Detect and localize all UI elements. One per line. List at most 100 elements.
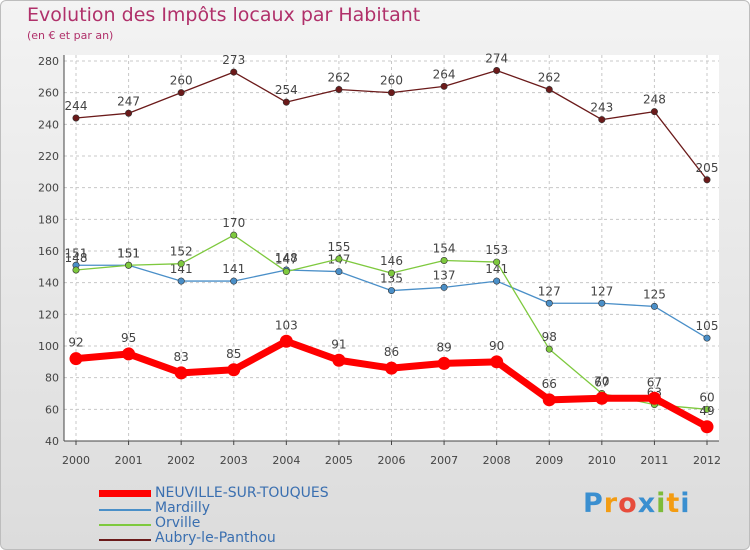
data-point (542, 393, 556, 407)
data-point (230, 277, 238, 285)
data-point (440, 256, 448, 264)
data-point (490, 355, 504, 369)
data-label: 244 (65, 99, 88, 113)
y-tick-label: 240 (38, 118, 59, 131)
data-label: 262 (327, 71, 350, 85)
data-point (703, 334, 711, 342)
brand-letter: i (680, 488, 691, 519)
x-tick-label: 2012 (693, 454, 721, 467)
x-tick-label: 2000 (62, 454, 90, 467)
data-point (493, 277, 501, 285)
data-label: 91 (331, 337, 346, 351)
legend-swatch (99, 509, 151, 511)
data-label: 154 (433, 242, 456, 256)
data-point (385, 361, 398, 375)
data-point (650, 108, 658, 116)
data-point (125, 261, 133, 269)
data-point (72, 266, 80, 274)
data-point (177, 89, 185, 97)
data-label: 260 (380, 74, 403, 88)
brand-letter: x (637, 488, 657, 519)
data-label: 103 (275, 318, 298, 332)
x-tick-label: 2009 (535, 454, 563, 467)
data-point (647, 391, 661, 405)
data-point (440, 283, 448, 291)
brand-letter: r (603, 488, 619, 519)
data-point (279, 334, 293, 348)
data-label: 70 (594, 375, 609, 389)
data-point (545, 86, 553, 94)
brand-letter: o (618, 488, 638, 519)
data-label: 247 (117, 94, 140, 108)
x-tick-label: 2002 (167, 454, 195, 467)
data-label: 152 (170, 245, 193, 259)
y-tick-label: 180 (38, 213, 59, 226)
x-tick-label: 2006 (378, 454, 406, 467)
chart-subtitle: (en € et par an) (27, 29, 114, 42)
x-tick-label: 2010 (588, 454, 616, 467)
legend-swatch (99, 490, 151, 497)
data-point (230, 68, 238, 76)
data-point (650, 302, 658, 310)
data-label: 125 (643, 287, 666, 301)
data-label: 95 (121, 331, 136, 345)
data-label: 260 (170, 74, 193, 88)
x-tick-label: 2004 (272, 454, 300, 467)
data-point (595, 391, 609, 405)
data-label: 67 (647, 375, 662, 389)
data-label: 137 (433, 268, 456, 282)
x-tick-label: 2008 (483, 454, 511, 467)
data-label: 60 (699, 390, 714, 404)
brand-letter: i (656, 488, 667, 519)
data-point (703, 176, 711, 184)
data-point (335, 86, 343, 94)
chart-title: Evolution des Impôts locaux par Habitant (27, 4, 421, 26)
y-tick-label: 40 (45, 435, 59, 448)
data-label: 135 (380, 272, 403, 286)
data-label: 105 (696, 319, 719, 333)
x-tick-label: 2005 (325, 454, 353, 467)
data-label: 151 (117, 246, 140, 260)
data-point (545, 345, 553, 353)
brand-letter: P (583, 488, 604, 519)
data-label: 127 (590, 284, 613, 298)
data-point (387, 287, 395, 295)
x-tick-label: 2011 (640, 454, 668, 467)
legend-label: Aubry-le-Panthou (155, 530, 276, 546)
data-label: 49 (699, 404, 714, 418)
legend-swatch (99, 539, 151, 541)
data-label: 248 (643, 93, 666, 107)
data-point (545, 299, 553, 307)
data-label: 141 (222, 262, 245, 276)
brand-logo: Proxiti (583, 488, 691, 519)
data-label: 264 (433, 67, 456, 81)
data-label: 147 (275, 253, 298, 267)
legend-swatch (99, 524, 151, 526)
data-point (332, 353, 346, 367)
data-label: 254 (275, 83, 298, 97)
data-label: 148 (65, 251, 88, 265)
data-label: 153 (485, 243, 508, 257)
data-point (440, 82, 448, 90)
y-tick-label: 280 (38, 55, 59, 68)
data-point (437, 356, 451, 370)
data-label: 273 (222, 53, 245, 67)
data-point (72, 114, 80, 122)
data-label: 67 (594, 375, 609, 389)
data-point (230, 231, 238, 239)
y-tick-label: 160 (38, 245, 59, 258)
data-label: 274 (485, 52, 508, 66)
data-label: 155 (327, 240, 350, 254)
legend-label: Mardilly (155, 500, 211, 516)
x-tick-label: 2007 (430, 454, 458, 467)
data-label: 86 (384, 345, 399, 359)
y-tick-label: 220 (38, 150, 59, 163)
data-label: 205 (696, 161, 719, 175)
data-point (493, 67, 501, 75)
data-point (700, 420, 714, 434)
y-tick-label: 80 (45, 372, 59, 385)
data-point (174, 366, 188, 380)
data-label: 89 (436, 340, 451, 354)
